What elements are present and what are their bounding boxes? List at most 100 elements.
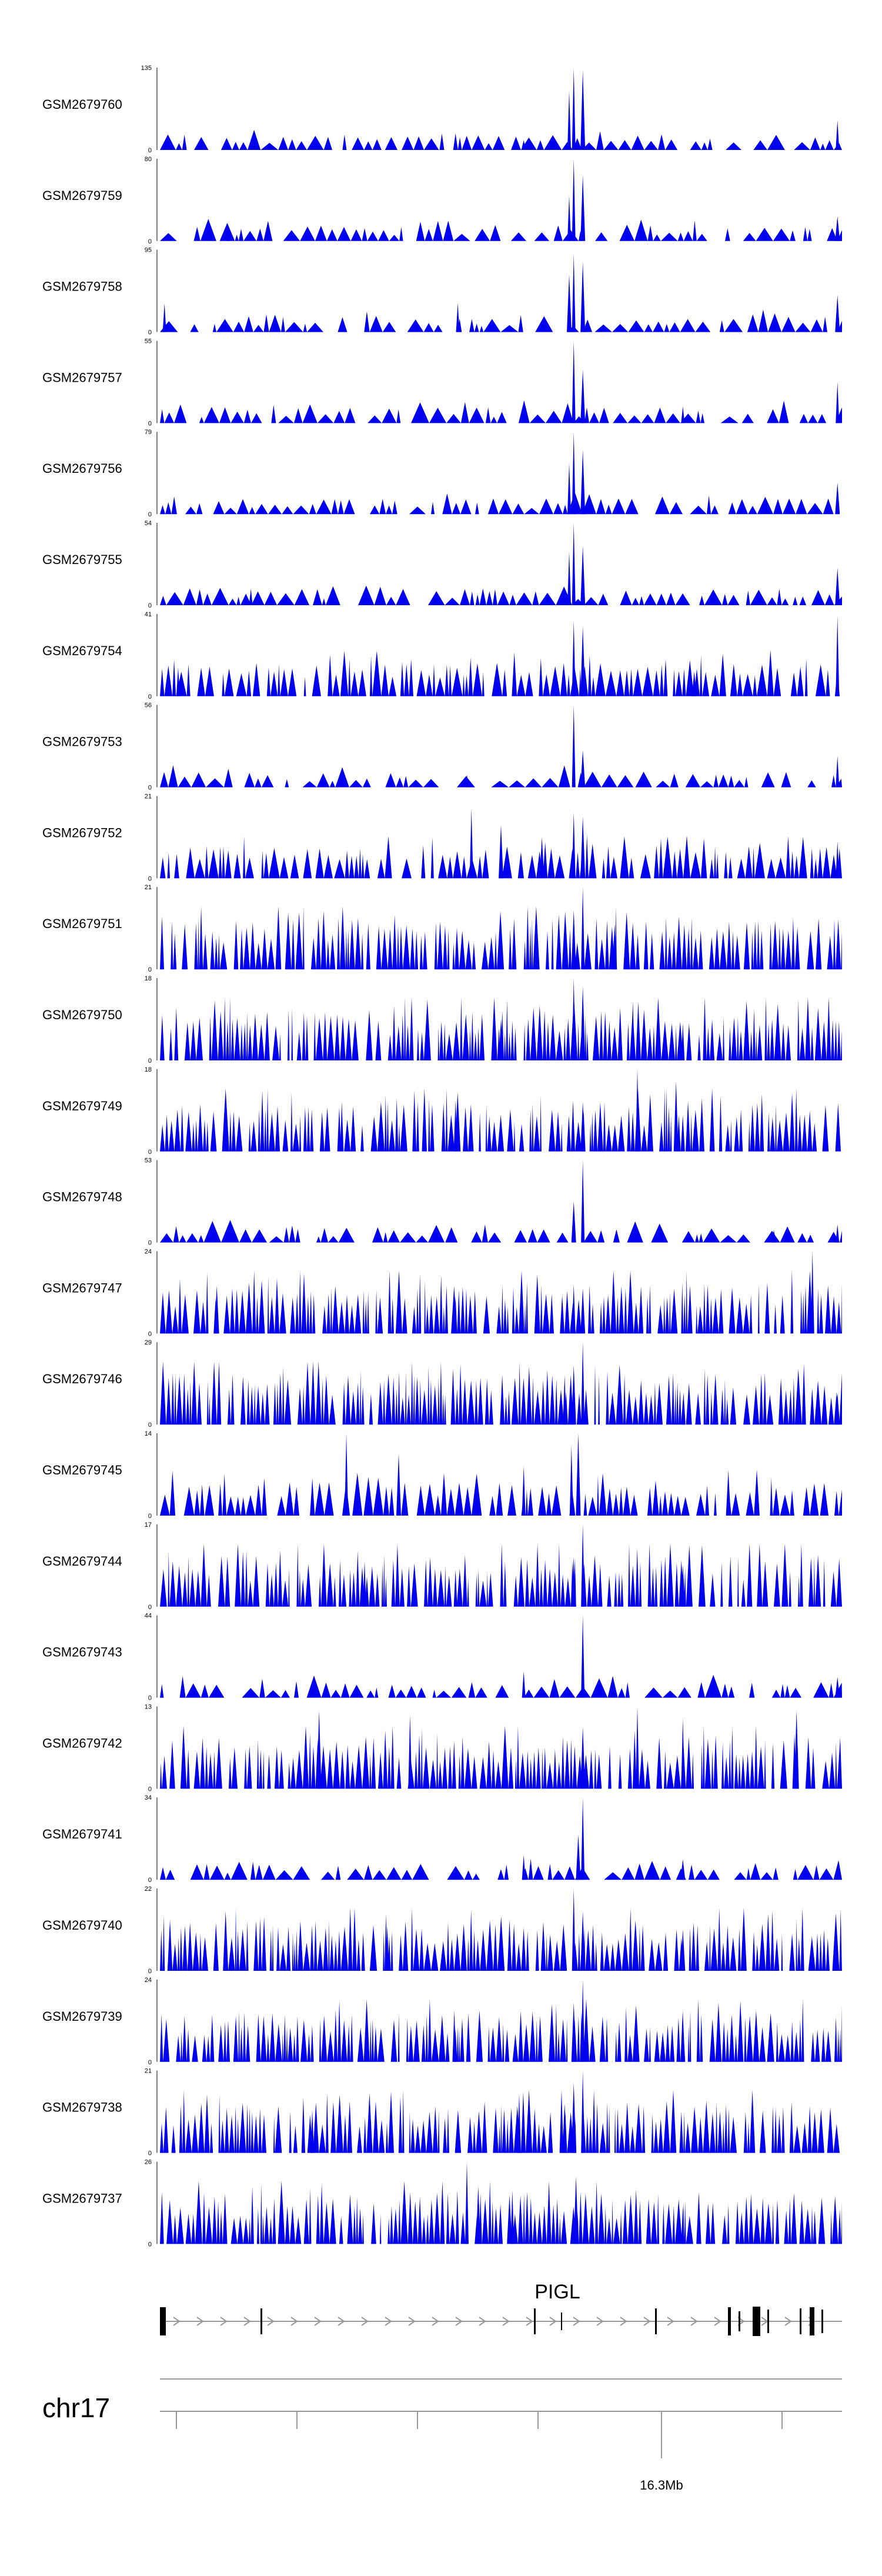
strand-arrow-icon [455, 2317, 463, 2326]
y-tick-max: 55 [145, 338, 152, 345]
track-GSM2679753: GSM2679753 56 0 [42, 702, 842, 792]
signal-peak [681, 1719, 685, 1789]
track-label: GSM2679758 [42, 279, 122, 294]
signal-peak [836, 1224, 840, 1243]
signal-peak [631, 1001, 635, 1060]
signal-peak [835, 295, 840, 332]
signal-peak [294, 1681, 299, 1698]
signal-peak [567, 463, 571, 515]
strand-arrow-icon [432, 2317, 439, 2326]
signal-peak [571, 1201, 576, 1243]
signal-area [160, 650, 842, 696]
signal-peak [522, 1934, 526, 1971]
track-label: GSM2679746 [42, 1372, 122, 1386]
signal-peak [567, 91, 571, 150]
signal-peak [680, 2024, 686, 2062]
strand-arrow-icon [690, 2317, 698, 2326]
track-label: GSM2679745 [42, 1463, 122, 1477]
strand-arrow-icon [549, 2317, 557, 2326]
y-tick-min: 0 [148, 1877, 152, 1884]
signal-peak [580, 750, 586, 788]
track-GSM2679756: GSM2679756 79 0 [42, 429, 842, 518]
signal-peak [580, 1288, 586, 1334]
signal-area [160, 2090, 842, 2153]
signal-peak [465, 2161, 469, 2244]
exon-block [821, 2310, 823, 2333]
exon-block [739, 2311, 740, 2331]
track-label: GSM2679747 [42, 1280, 122, 1295]
track-GSM2679750: GSM2679750 18 0 [42, 975, 842, 1065]
y-tick-max: 95 [145, 247, 152, 254]
signal-peak [573, 2176, 579, 2244]
signal-area [160, 1469, 842, 1516]
y-tick-max: 44 [145, 1613, 152, 1620]
signal-area [160, 997, 842, 1060]
y-tick-min: 0 [148, 1240, 152, 1247]
track-label: GSM2679743 [42, 1645, 122, 1660]
track-label: GSM2679760 [42, 97, 122, 112]
track-GSM2679749: GSM2679749 18 0 [42, 1066, 842, 1156]
y-tick-min: 0 [148, 602, 152, 609]
strand-arrow-icon [267, 2317, 275, 2326]
signal-peak [576, 1834, 581, 1880]
signal-tracks: GSM2679760 135 0 GSM2679759 80 0 GSM2679758 95 0… [42, 65, 842, 2248]
y-tick-min: 0 [148, 693, 152, 700]
track-GSM2679738: GSM2679738 21 0 [42, 2068, 842, 2157]
signal-area [160, 1907, 842, 1971]
signal-peak [572, 158, 576, 241]
signal-peak [580, 369, 586, 423]
signal-peak [345, 1433, 349, 1516]
exon-block [534, 2308, 536, 2334]
gene-annotation-track: PIGL [160, 2281, 842, 2336]
signal-peak [499, 1019, 503, 1060]
chromosome-label: chr17 [42, 2393, 110, 2423]
signal-peak [521, 140, 526, 150]
track-label: GSM2679759 [42, 188, 122, 203]
y-tick-max: 21 [145, 2068, 152, 2075]
y-tick-max: 79 [145, 429, 152, 436]
signal-peak [453, 1569, 457, 1607]
y-tick-max: 29 [145, 1339, 152, 1346]
signal-peak [681, 2207, 685, 2244]
y-tick-min: 0 [148, 966, 152, 973]
track-GSM2679757: GSM2679757 55 0 [42, 338, 842, 427]
strand-arrow-icon [643, 2317, 651, 2326]
track-GSM2679751: GSM2679751 21 0 [42, 884, 842, 973]
signal-peak [385, 1926, 389, 1971]
signal-peak [580, 175, 586, 241]
y-tick-min: 0 [148, 2150, 152, 2157]
track-label: GSM2679755 [42, 552, 122, 567]
strand-arrow-icon [573, 2317, 580, 2326]
track-GSM2679755: GSM2679755 54 0 [42, 520, 842, 609]
signal-peak [835, 483, 840, 515]
signal-peak [572, 523, 576, 605]
signal-peak [572, 978, 576, 1060]
signal-area [160, 585, 842, 605]
signal-peak [572, 432, 576, 515]
signal-peak [562, 2103, 567, 2153]
signal-area [160, 309, 842, 332]
y-tick-max: 34 [145, 1794, 152, 1801]
signal-peak [581, 2070, 585, 2153]
signal-peak [612, 924, 617, 970]
signal-peak [340, 1102, 344, 1152]
signal-peak [680, 1859, 686, 1880]
strand-arrow-icon [338, 2317, 345, 2326]
signal-peak [572, 620, 576, 696]
signal-peak [835, 1677, 840, 1698]
signal-peak [431, 502, 435, 515]
signal-peak [580, 70, 586, 150]
signal-peak [396, 1454, 401, 1516]
signal-area [160, 129, 842, 150]
signal-peak [572, 705, 576, 788]
exon-block [728, 2307, 731, 2335]
strand-arrow-icon [361, 2317, 369, 2326]
strand-arrow-icon [502, 2317, 510, 2326]
y-tick-min: 0 [148, 238, 152, 245]
signal-peak [453, 2028, 457, 2062]
signal-peak [476, 2186, 481, 2244]
signal-peak [576, 1433, 581, 1516]
strand-arrow-icon [173, 2317, 181, 2326]
y-tick-max: 17 [145, 1521, 152, 1529]
signal-peak [226, 231, 230, 241]
